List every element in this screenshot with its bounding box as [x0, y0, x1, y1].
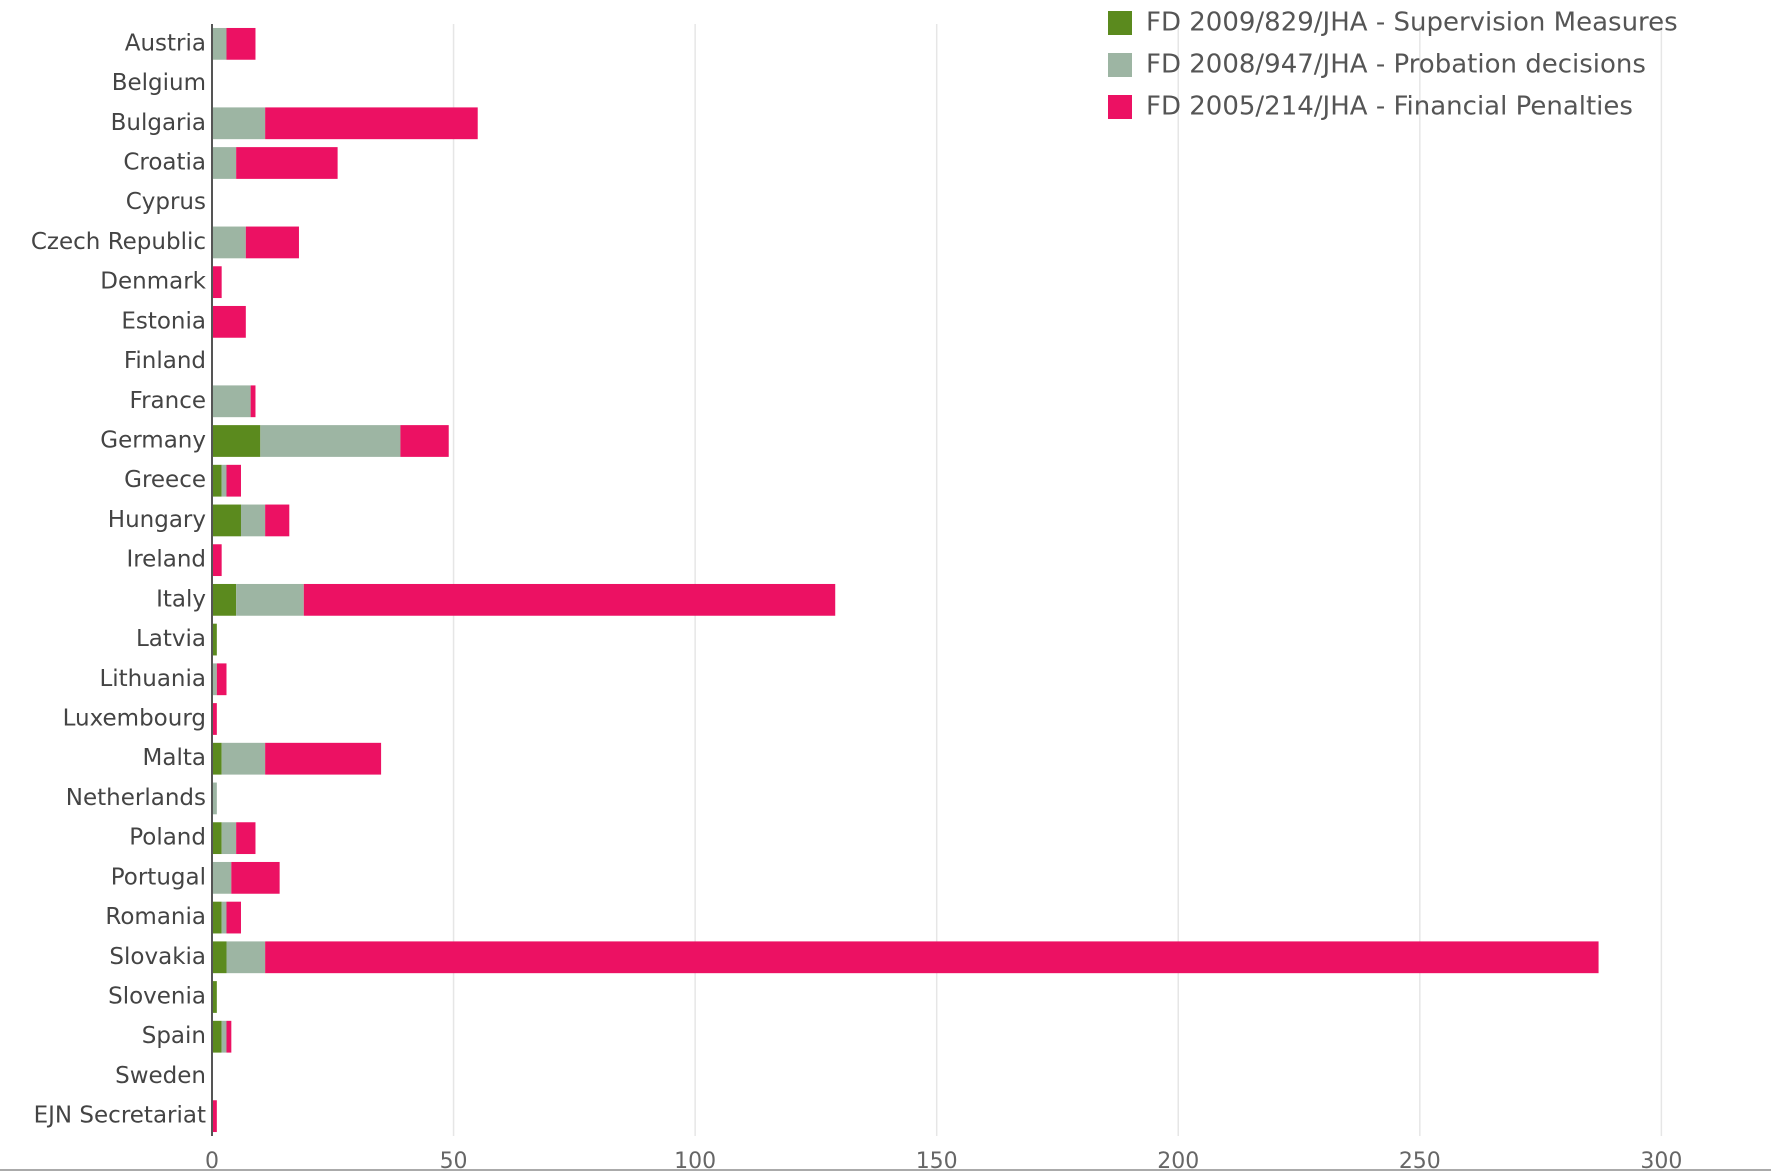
- bar-segment: [212, 822, 222, 855]
- bar-segment: [212, 425, 261, 457]
- bar-segment: [212, 385, 251, 418]
- bar-segment: [250, 385, 256, 418]
- x-tick-label: 0: [205, 1149, 219, 1172]
- bar-segment: [221, 742, 266, 775]
- y-tick-label: Malta: [143, 745, 206, 771]
- bar-segment: [212, 27, 227, 60]
- bar-segment: [236, 822, 256, 855]
- bar-segment: [212, 147, 237, 179]
- y-tick-label: Latvia: [136, 626, 206, 652]
- bar-segment: [231, 861, 280, 894]
- bar-segment: [236, 147, 338, 179]
- bar-segment: [221, 1020, 227, 1053]
- bar-segment: [212, 544, 222, 577]
- bar-segment: [221, 822, 237, 855]
- y-tick-label: Netherlands: [66, 785, 206, 811]
- bar-segment: [221, 464, 227, 497]
- bar-segment: [212, 941, 227, 974]
- bar-segment: [212, 703, 217, 735]
- bar-segment: [212, 464, 222, 497]
- y-tick-label: Slovenia: [108, 984, 206, 1010]
- y-tick-label: Poland: [129, 825, 206, 851]
- bar-segment: [212, 861, 232, 894]
- y-tick-label: Czech Republic: [31, 229, 206, 255]
- y-tick-label: Lithuania: [99, 666, 206, 692]
- y-tick-label: Hungary: [108, 507, 206, 533]
- y-tick-label: Austria: [125, 30, 206, 56]
- legend-swatch: [1108, 53, 1132, 77]
- y-tick-label: Denmark: [100, 269, 206, 295]
- bar-segment: [212, 1100, 217, 1133]
- bar-segment: [212, 901, 222, 934]
- y-tick-label: Estonia: [121, 308, 206, 334]
- bar-segment: [212, 583, 237, 616]
- bar-segment: [221, 901, 227, 934]
- y-tick-label: Portugal: [111, 864, 206, 890]
- bar-segment: [265, 742, 382, 775]
- bar-segment: [216, 663, 227, 696]
- x-tick-label: 150: [916, 1149, 958, 1172]
- bar-segment: [400, 425, 449, 457]
- bar-segment: [212, 782, 217, 815]
- legend-label: FD 2008/947/JHA - Probation decisions: [1146, 50, 1646, 80]
- bar-segment: [212, 305, 246, 338]
- x-tick-label: 50: [440, 1149, 468, 1172]
- x-tick-label: 200: [1157, 1149, 1199, 1172]
- bar-segment: [245, 226, 299, 259]
- y-tick-label: Germany: [100, 428, 206, 454]
- x-tick-label: 100: [674, 1149, 716, 1172]
- bar-segment: [212, 504, 241, 537]
- y-tick-label: Ireland: [126, 547, 206, 573]
- legend-label: FD 2005/214/JHA - Financial Penalties: [1146, 92, 1633, 122]
- bar-segment: [226, 901, 241, 934]
- bar-segment: [226, 1020, 232, 1053]
- legend-swatch: [1108, 11, 1132, 35]
- x-tick-label: 300: [1640, 1149, 1682, 1172]
- y-tick-label: Bulgaria: [111, 110, 206, 136]
- legend-swatch: [1108, 95, 1132, 119]
- bar-segment: [212, 981, 217, 1013]
- bar-segment: [240, 504, 266, 537]
- y-tick-label: France: [130, 388, 206, 414]
- y-tick-label: Cyprus: [126, 189, 206, 215]
- legend-label: FD 2009/829/JHA - Supervision Measures: [1146, 8, 1678, 38]
- y-tick-label: Sweden: [115, 1063, 206, 1089]
- bar-segment: [226, 941, 266, 974]
- y-tick-label: Spain: [142, 1023, 206, 1049]
- y-tick-label: Belgium: [112, 70, 206, 96]
- bar-segment: [212, 107, 266, 140]
- y-tick-label: Finland: [124, 348, 206, 374]
- bar-segment: [265, 107, 478, 140]
- y-tick-label: Romania: [105, 904, 206, 930]
- bar-segment: [212, 623, 217, 656]
- bar-segment: [236, 583, 304, 616]
- bar-segment: [265, 941, 1599, 974]
- x-tick-label: 250: [1399, 1149, 1441, 1172]
- bar-segment: [212, 226, 246, 259]
- bar-segment: [212, 266, 222, 299]
- y-tick-label: Luxembourg: [63, 706, 206, 732]
- bar-segment: [226, 27, 256, 60]
- bar-segment: [212, 1020, 222, 1053]
- y-tick-label: Italy: [156, 586, 206, 612]
- bar-segment: [212, 663, 217, 696]
- bar-segment: [303, 583, 836, 616]
- y-tick-label: Greece: [124, 467, 206, 493]
- bar-segment: [260, 425, 401, 457]
- y-tick-label: Croatia: [123, 150, 206, 176]
- bar-segment: [212, 742, 222, 775]
- y-tick-label: EJN Secretariat: [34, 1103, 206, 1129]
- bar-segment: [265, 504, 290, 537]
- y-tick-label: Slovakia: [109, 944, 206, 970]
- bar-segment: [226, 464, 241, 497]
